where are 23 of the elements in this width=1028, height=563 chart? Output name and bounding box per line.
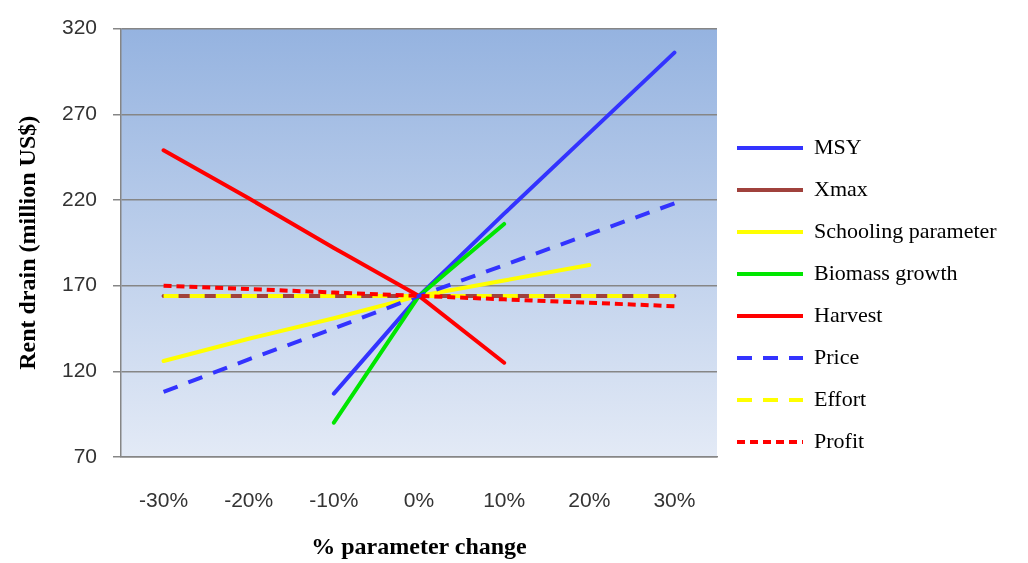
y-tick-label: 120 xyxy=(61,358,97,382)
y-tick-label: 270 xyxy=(61,101,97,125)
y-axis-title: Rent drain (million US$) xyxy=(13,115,40,370)
x-tick-label: 10% xyxy=(483,488,526,512)
y-tick-label: 220 xyxy=(61,186,97,210)
x-tick-label: 20% xyxy=(568,488,611,512)
legend-label: Effort xyxy=(814,385,867,411)
legend-label: Price xyxy=(814,343,860,369)
legend-label: Biomass growth xyxy=(814,259,958,285)
x-tick-label: -30% xyxy=(139,488,189,512)
x-tick-label: 30% xyxy=(653,488,696,512)
legend-label: Schooling parameter xyxy=(814,217,998,243)
legend-label: Harvest xyxy=(814,301,883,327)
legend-label: Xmax xyxy=(814,175,868,201)
x-tick-label: -20% xyxy=(224,488,274,512)
x-tick-label: -10% xyxy=(309,488,359,512)
legend-label: Profit xyxy=(814,427,865,453)
x-tick-label: 0% xyxy=(403,488,435,512)
y-tick-label: 170 xyxy=(61,272,97,296)
y-tick-label: 70 xyxy=(73,443,97,467)
legend-label: MSY xyxy=(814,133,862,159)
y-tick-label: 320 xyxy=(61,15,97,39)
x-axis-title: % parameter change xyxy=(311,532,528,559)
